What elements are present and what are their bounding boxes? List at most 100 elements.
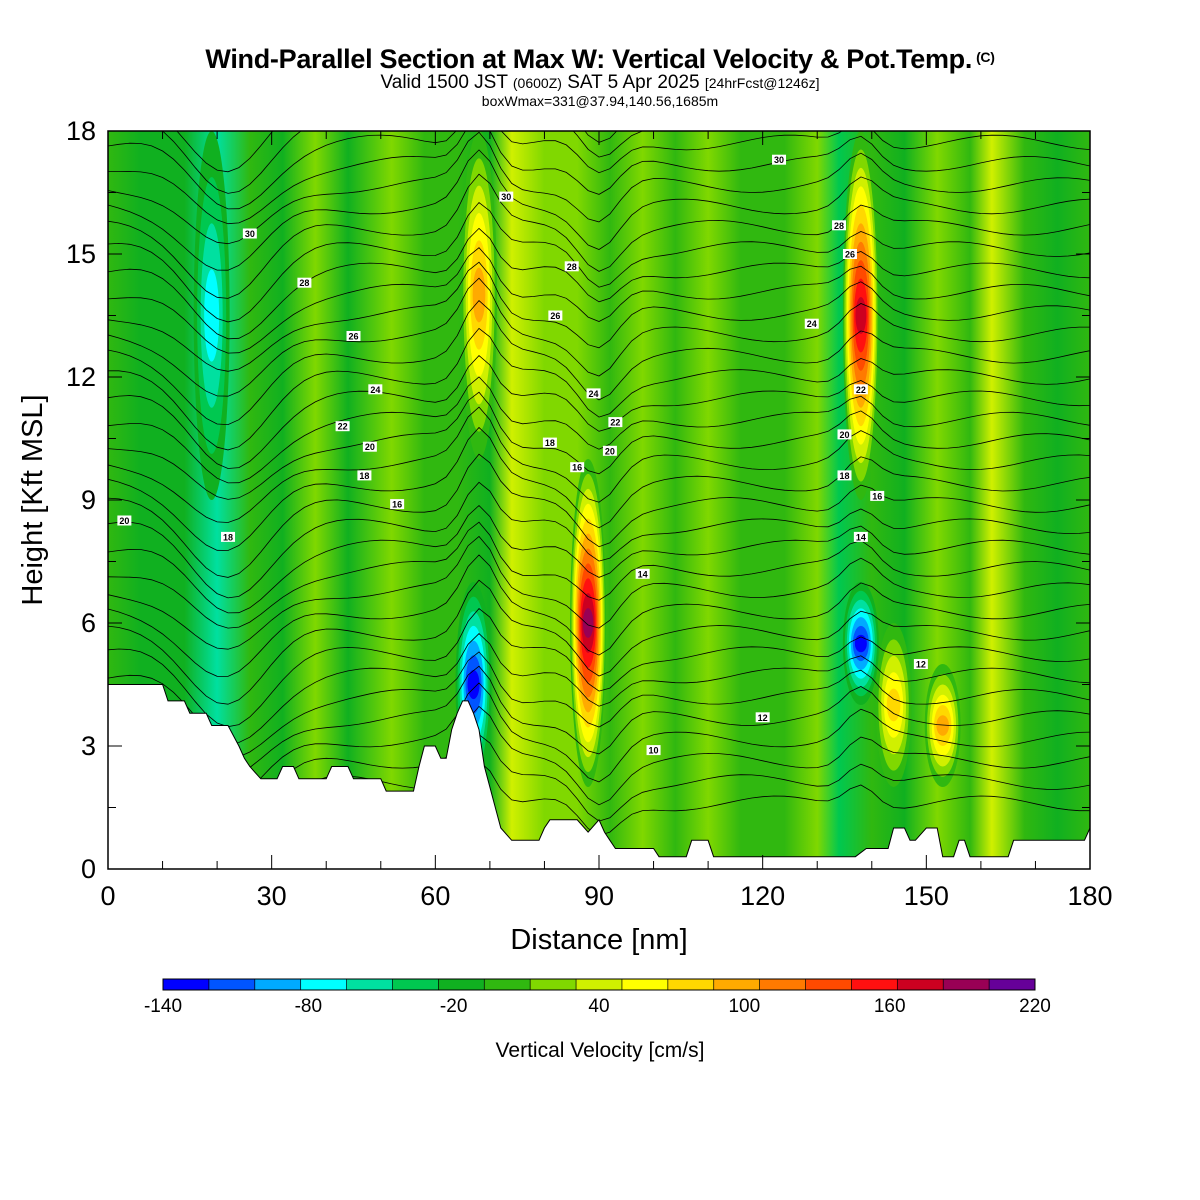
isentrope-21 xyxy=(108,300,1090,426)
colorbar-swatch-10 xyxy=(621,979,669,990)
contour-label-18: 14 xyxy=(638,569,648,579)
colorbar-swatch-16 xyxy=(897,979,944,990)
isentrope-22 xyxy=(108,277,1090,397)
axis-tick-labels: 0 30 60 90 120 150 180 0 3 6 9 12 15 18 xyxy=(66,116,1113,911)
contour-label-box-3 xyxy=(297,277,312,288)
contour-label-5: 24 xyxy=(370,385,380,395)
isentrope-16 xyxy=(108,406,1090,523)
colorbar-tick--20: -20 xyxy=(440,996,467,1017)
colorbar-tick-220: 220 xyxy=(1019,996,1051,1017)
colorbar-swatch-1 xyxy=(208,979,256,990)
contour-label-6: 22 xyxy=(338,422,348,432)
contour-label-box-25 xyxy=(853,384,868,395)
contour-label-13: 24 xyxy=(589,389,599,399)
colorbar-swatch-13 xyxy=(759,979,807,990)
x-axis-label: Distance [nm] xyxy=(510,924,687,956)
velocity-field: 20 18 30 28 26 24 22 20 18 16 30 28 26 24 22 20 18 16 14 12… xyxy=(108,131,1090,869)
y-tick-label-18: 18 xyxy=(66,116,96,146)
isentrope-17 xyxy=(108,391,1090,500)
isentrope-20 xyxy=(108,327,1090,451)
contour-label-box-23 xyxy=(842,249,857,259)
y-tick-label-3: 3 xyxy=(81,731,96,761)
contour-label-box-0 xyxy=(117,515,132,526)
y-axis-label: Height [Kft MSL] xyxy=(17,394,49,605)
isentrope-13 xyxy=(108,481,1090,599)
contour-label-box-30 xyxy=(913,659,928,669)
colorbar-tick--140: -140 xyxy=(144,996,182,1017)
colorbar-tick-100: 100 xyxy=(728,996,760,1017)
contour-label-11: 28 xyxy=(567,262,577,272)
y-tick-label-6: 6 xyxy=(81,608,96,638)
contour-label-12: 26 xyxy=(550,311,560,321)
box-wmax-info: boxWmax=331@37.94,140.56,1685m xyxy=(481,93,719,109)
isentrope-19 xyxy=(108,355,1090,469)
colorbar-swatch-15 xyxy=(851,979,898,990)
contour-label-box-5 xyxy=(368,384,383,395)
contour-label-box-24 xyxy=(804,318,819,329)
colorbar-swatch-5 xyxy=(392,979,439,990)
velocity-core-0-3 xyxy=(204,269,220,362)
contour-label-8: 18 xyxy=(359,471,369,481)
colorbar-swatch-8 xyxy=(530,979,577,990)
contour-label-box-15 xyxy=(602,445,617,456)
contour-label-22: 28 xyxy=(834,221,844,231)
isentrope-6 xyxy=(108,633,1090,744)
terrain xyxy=(108,684,1090,869)
colorbar-tick-160: 160 xyxy=(874,996,906,1017)
isentrope-26 xyxy=(108,201,1090,323)
contour-label-4: 26 xyxy=(348,332,358,342)
colorbar: -140 -80 -20 40 100 160 220 xyxy=(144,978,1051,1017)
contour-label-10: 30 xyxy=(501,192,511,202)
contour-label-17: 16 xyxy=(572,463,582,473)
colorbar-tick-40: 40 xyxy=(588,996,609,1017)
isentrope-9 xyxy=(108,554,1090,677)
isentrope-32 xyxy=(161,131,645,194)
contour-label-2: 30 xyxy=(245,229,255,239)
isentrope-29 xyxy=(108,131,1090,245)
velocity-core-3-10 xyxy=(582,608,594,638)
forecast-info: [24hrFcst@1246z] xyxy=(704,75,820,91)
contour-label-box-14 xyxy=(608,417,623,428)
contour-labels: 20 18 30 28 26 24 22 20 18 16 30 28 26 24 22 20 18 16 14 12… xyxy=(117,154,928,756)
isentrope-18 xyxy=(108,376,1090,484)
isentrope-15 xyxy=(108,426,1090,551)
contour-label-box-20 xyxy=(646,745,661,756)
velocity-core-6-4 xyxy=(886,688,901,722)
contour-label-0: 20 xyxy=(119,516,129,526)
contour-label-box-11 xyxy=(564,261,579,272)
isentrope-23 xyxy=(108,261,1090,372)
isentrope-28 xyxy=(108,149,1090,271)
isentrope-30 xyxy=(108,131,1090,225)
contour-label-27: 18 xyxy=(839,471,849,481)
x-tick-label-60: 60 xyxy=(420,881,450,911)
isentrope-12 xyxy=(108,504,1090,614)
x-tick-label-180: 180 xyxy=(1067,881,1112,911)
contour-label-29: 14 xyxy=(856,532,866,542)
contour-label-21: 30 xyxy=(774,155,784,165)
x-tick-label-150: 150 xyxy=(904,881,949,911)
contour-label-box-17 xyxy=(570,462,585,473)
contour-label-box-22 xyxy=(832,220,847,231)
axis-ticks xyxy=(107,130,1091,870)
contour-label-box-12 xyxy=(548,310,563,321)
colorbar-swatch-7 xyxy=(484,979,531,990)
valid-date: SAT 5 Apr 2025 xyxy=(567,72,700,93)
colorbar-swatch-0 xyxy=(163,979,210,990)
colorbar-label: Vertical Velocity [cm/s] xyxy=(496,1039,705,1062)
contour-label-box-10 xyxy=(499,191,514,202)
isentrope-27 xyxy=(108,173,1090,299)
isentrope-11 xyxy=(108,521,1090,629)
contour-label-box-28 xyxy=(870,490,885,501)
contour-label-1: 18 xyxy=(223,532,233,542)
colorbar-swatch-4 xyxy=(346,979,393,990)
y-tick-label-9: 9 xyxy=(81,485,96,515)
isentrope-3 xyxy=(108,682,1090,803)
contour-label-box-18 xyxy=(635,568,650,579)
colorbar-tick--80: -80 xyxy=(295,996,322,1017)
contour-label-24: 24 xyxy=(807,319,817,329)
colorbar-swatch-14 xyxy=(805,979,852,990)
contour-label-box-29 xyxy=(853,531,868,542)
velocity-cores xyxy=(193,131,961,787)
chart-subtitle: Valid 1500 JST (0600Z) SAT 5 Apr 2025 [2… xyxy=(0,72,1200,94)
